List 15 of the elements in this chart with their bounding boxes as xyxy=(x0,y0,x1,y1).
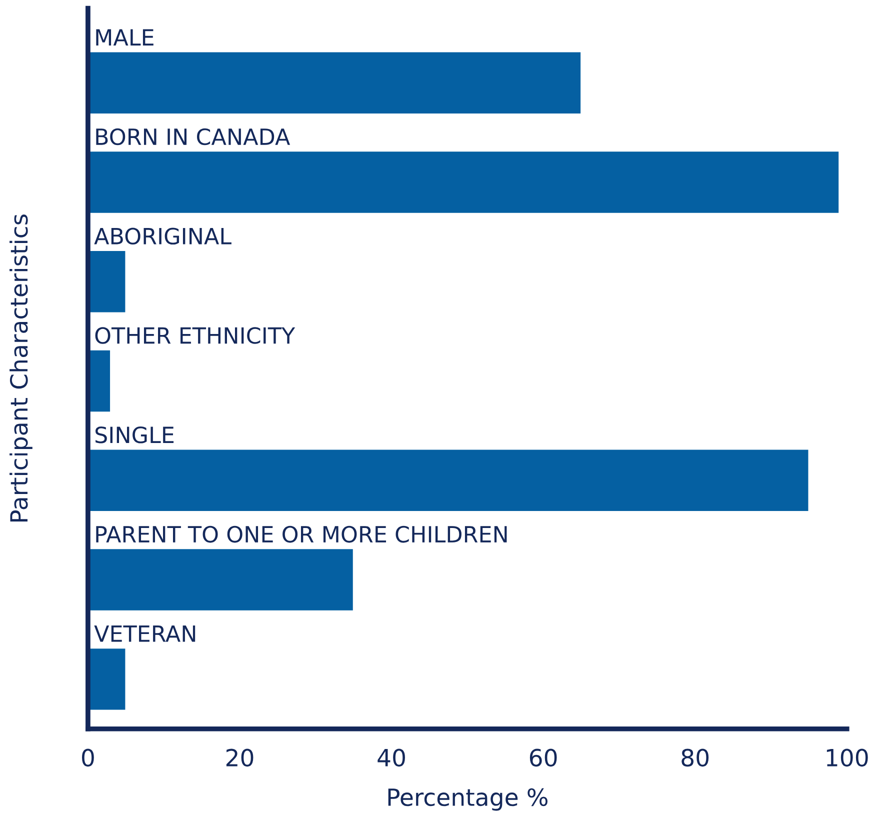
x-tick-label: 20 xyxy=(226,748,254,767)
y-tick-label: PARENT TO ONE OR MORE CHILDREN xyxy=(96,526,507,543)
y-tick-label: MALE xyxy=(96,29,154,46)
x-tick-label: 0 xyxy=(82,748,94,767)
y-tick-label: ABORIGINAL xyxy=(94,228,232,245)
y-tick-label: BORN IN CANADA xyxy=(96,128,290,146)
x-tick-label: 40 xyxy=(378,748,405,767)
x-tick-label: 80 xyxy=(682,748,709,767)
y-tick-label: VETERAN xyxy=(94,626,196,642)
y-tick-label: SINGLE xyxy=(95,426,174,444)
x-tick-label: 100 xyxy=(826,748,868,767)
y-axis-title: Participant Characteristics xyxy=(10,214,32,522)
y-tick-label: OTHER ETHNICITY xyxy=(95,327,296,344)
x-axis-title: Percentage % xyxy=(388,788,548,811)
x-tick-label: 60 xyxy=(530,748,557,767)
